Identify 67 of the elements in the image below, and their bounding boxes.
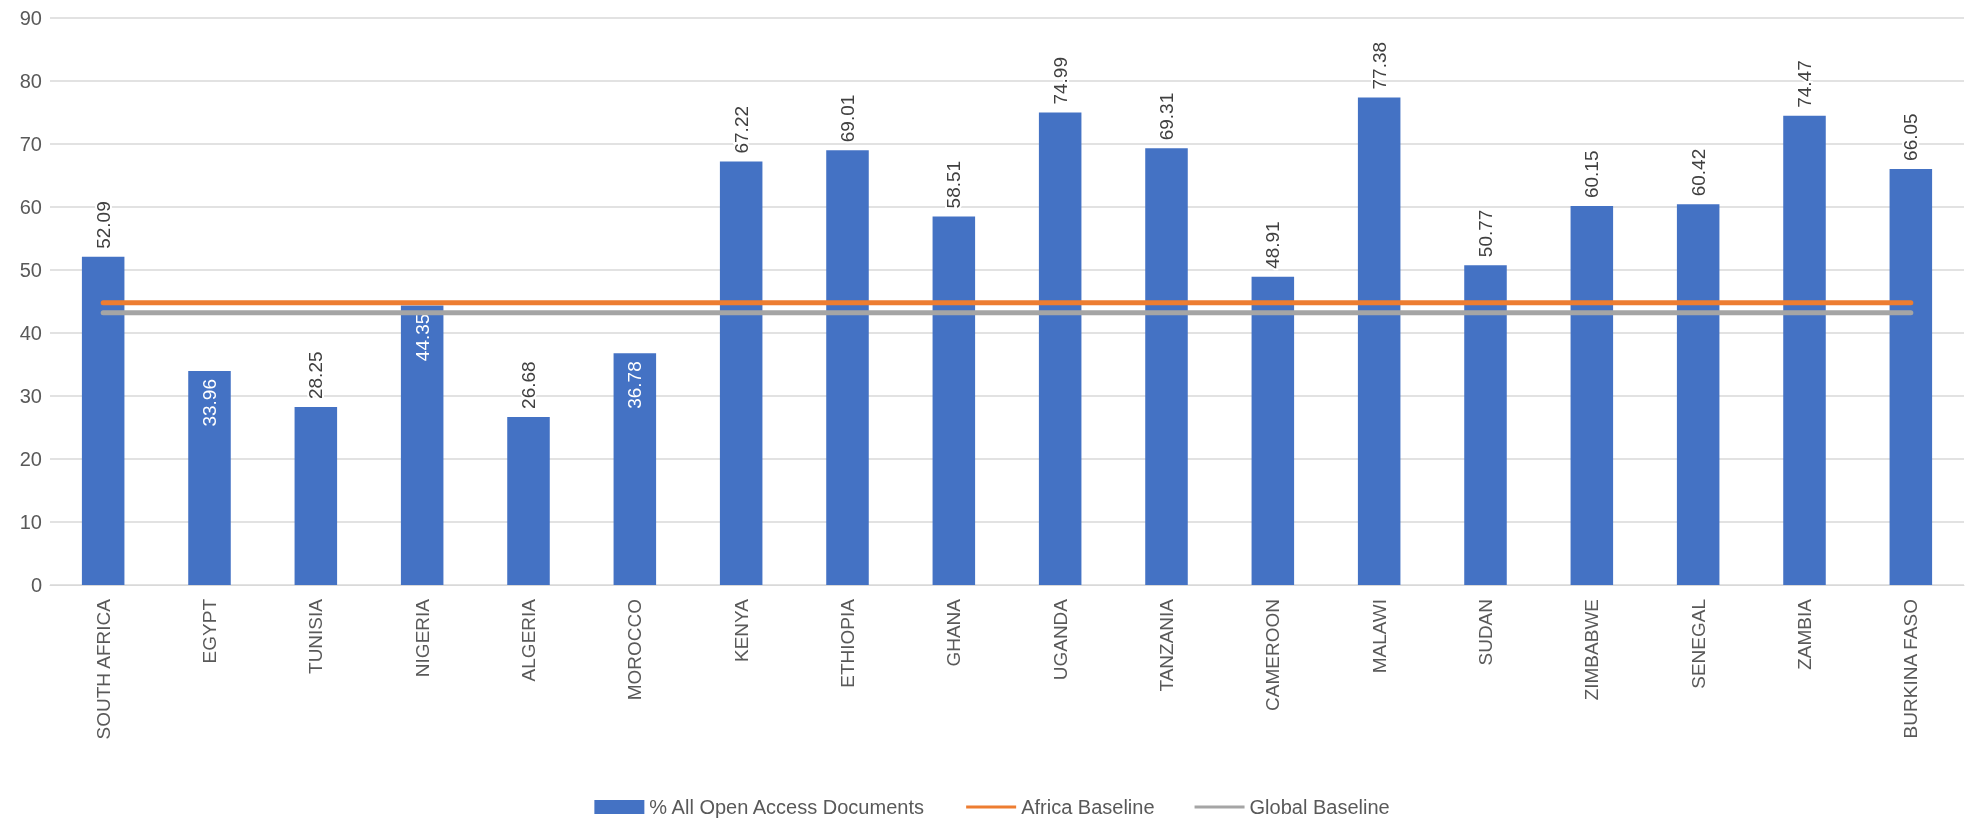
- data-label: 69.31: [1156, 92, 1177, 141]
- data-label: 33.96: [199, 379, 220, 427]
- bar: [1889, 168, 1933, 585]
- y-tick-label: 40: [19, 322, 42, 344]
- legend-label: Global Baseline: [1249, 796, 1390, 818]
- bar: [294, 407, 338, 585]
- bar: [1783, 115, 1826, 585]
- data-label: 28.25: [305, 351, 327, 400]
- data-label: 67.22: [730, 105, 752, 154]
- bar: [1038, 112, 1082, 585]
- data-label: 48.91: [1262, 221, 1284, 269]
- x-tick-label: ETHIOPIA: [837, 598, 858, 688]
- x-tick-label: SUDAN: [1475, 599, 1496, 666]
- bar: [400, 305, 444, 585]
- data-label: 66.05: [1900, 113, 1922, 161]
- data-label: 36.78: [624, 361, 646, 409]
- y-tick-label: 0: [30, 574, 42, 596]
- bar: [1464, 265, 1507, 585]
- data-label: 74.99: [1049, 57, 1071, 105]
- y-tick-label: 90: [19, 7, 42, 29]
- x-tick-label: GHANA: [943, 598, 965, 667]
- x-tick-label: UGANDA: [1049, 598, 1071, 681]
- bar: [188, 371, 231, 585]
- x-tick-label: ZAMBIA: [1794, 598, 1815, 670]
- x-tick-label: MOROCCO: [624, 599, 646, 701]
- x-tick-label: SOUTH AFRICA: [92, 598, 114, 740]
- x-tick-label: MALAWI: [1368, 599, 1390, 674]
- y-tick-label: 70: [19, 133, 42, 155]
- y-tick-label: 20: [19, 448, 42, 470]
- x-tick-label: ZIMBABWE: [1581, 599, 1603, 701]
- bar: [507, 416, 550, 585]
- bar: [932, 216, 976, 585]
- y-tick-label: 80: [19, 70, 42, 92]
- bar: [1357, 97, 1401, 585]
- bar: [719, 161, 763, 585]
- data-label: 77.38: [1368, 41, 1390, 90]
- x-tick-label: BURKINA FASO: [1900, 599, 1922, 739]
- data-label: 26.68: [518, 361, 539, 409]
- data-label: 60.42: [1687, 148, 1709, 197]
- data-label: 58.51: [943, 160, 965, 209]
- data-label: 60.15: [1581, 150, 1603, 199]
- y-tick-label: 10: [19, 511, 42, 533]
- data-label: 74.47: [1794, 60, 1815, 108]
- data-label: 69.01: [837, 94, 858, 143]
- bar: [1145, 148, 1188, 585]
- bar: [1676, 204, 1720, 585]
- y-tick-label: 60: [19, 196, 42, 218]
- x-tick-label: KENYA: [730, 598, 752, 663]
- data-label: 44.35: [411, 313, 433, 362]
- x-tick-label: TANZANIA: [1156, 598, 1177, 692]
- x-tick-label: ALGERIA: [518, 598, 539, 682]
- y-tick-label: 30: [19, 385, 42, 407]
- x-tick-label: CAMEROON: [1262, 599, 1284, 711]
- data-label: 50.77: [1475, 209, 1496, 258]
- bar: [826, 150, 869, 585]
- bar: [613, 353, 657, 585]
- bar: [1251, 276, 1295, 585]
- y-tick-label: 50: [19, 259, 42, 281]
- x-tick-label: NIGERIA: [411, 598, 433, 678]
- bar: [81, 256, 125, 585]
- bar: [1570, 206, 1614, 585]
- data-label: 52.09: [92, 201, 114, 249]
- legend-label: % All Open Access Documents: [649, 796, 924, 818]
- x-tick-label: EGYPT: [199, 598, 220, 664]
- legend-label: Africa Baseline: [1021, 796, 1155, 818]
- x-tick-label: TUNISIA: [305, 598, 327, 674]
- x-tick-label: SENEGAL: [1687, 599, 1709, 689]
